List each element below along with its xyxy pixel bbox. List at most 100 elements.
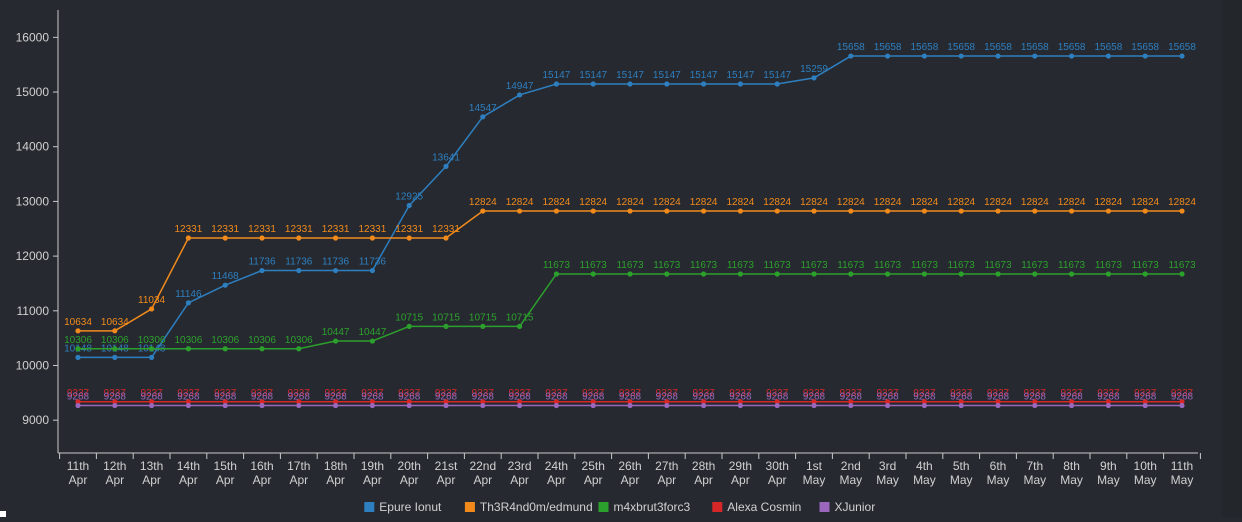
data-label: 9337 — [840, 388, 863, 399]
data-label: 9337 — [803, 388, 826, 399]
data-label: 15658 — [874, 42, 902, 53]
data-label: 15658 — [837, 42, 865, 53]
data-point — [737, 81, 744, 87]
legend-item-xjunior[interactable]: XJunior — [819, 500, 876, 514]
data-label: 9337 — [435, 388, 458, 399]
data-point — [811, 208, 817, 214]
data-point — [369, 402, 375, 409]
data-label: 11673 — [1058, 260, 1086, 271]
data-label: 12824 — [506, 197, 534, 208]
data-point — [259, 267, 265, 274]
data-point — [627, 399, 633, 405]
data-label: 11673 — [984, 260, 1012, 271]
data-point — [149, 346, 155, 352]
data-label: 15658 — [1021, 42, 1049, 53]
data-label: 9337 — [214, 388, 237, 399]
data-point — [406, 399, 412, 405]
data-label: 15147 — [690, 70, 718, 81]
data-label: 12331 — [248, 224, 276, 235]
data-label: 10306 — [285, 335, 313, 346]
data-point — [995, 53, 1001, 59]
data-label: 10447 — [358, 327, 386, 338]
data-point — [737, 271, 744, 277]
data-point — [811, 271, 817, 277]
x-tick-label: 23rd Apr — [508, 459, 532, 487]
data-point — [222, 282, 228, 288]
data-point — [112, 328, 118, 334]
data-label: 9268 — [545, 392, 568, 403]
data-point — [1105, 399, 1111, 405]
data-point — [222, 346, 228, 352]
data-label: 10715 — [432, 312, 460, 323]
data-label: 15658 — [1094, 42, 1122, 53]
data-label: 11673 — [1132, 260, 1160, 271]
data-point — [75, 399, 81, 405]
data-label: 9337 — [987, 388, 1010, 399]
data-point — [1069, 271, 1075, 277]
x-tick-label: 5th May — [950, 459, 973, 487]
data-label: 9268 — [1134, 392, 1157, 403]
data-point — [958, 53, 964, 59]
data-point — [1179, 402, 1185, 409]
data-label: 12331 — [211, 224, 239, 235]
data-label: 10447 — [322, 327, 350, 338]
data-point — [406, 202, 412, 209]
data-label: 9268 — [876, 392, 899, 403]
data-label: 9337 — [67, 388, 90, 399]
data-label: 9268 — [288, 392, 311, 403]
data-label: 12824 — [910, 197, 938, 208]
data-point — [848, 402, 854, 409]
data-point — [737, 399, 744, 405]
data-point — [811, 402, 817, 409]
x-tick-label: 30th Apr — [766, 459, 789, 487]
data-point — [848, 399, 854, 405]
x-tick-label: 20th Apr — [398, 459, 421, 487]
data-point — [995, 402, 1001, 409]
data-point — [1105, 208, 1111, 214]
data-point — [1069, 402, 1075, 409]
data-point — [185, 402, 191, 409]
legend-item-alexa-cosmin[interactable]: Alexa Cosmin — [712, 500, 801, 514]
data-label: 10306 — [211, 335, 239, 346]
data-label: 12824 — [653, 197, 681, 208]
data-point — [296, 235, 302, 241]
data-label: 9268 — [1024, 392, 1047, 403]
data-point — [1142, 53, 1148, 59]
x-tick-label: 14th Apr — [177, 459, 200, 487]
data-label: 9337 — [140, 388, 163, 399]
legend-label: Epure Ionut — [379, 500, 442, 514]
data-point — [664, 271, 670, 277]
data-label: 15658 — [910, 42, 938, 53]
data-point — [149, 402, 155, 409]
legend-item-epure-ionut[interactable]: Epure Ionut — [364, 500, 442, 514]
legend-item-th3r4nd0m-edmund[interactable]: Th3R4nd0m/edmund — [464, 500, 593, 514]
x-tick-label: 6th May — [987, 459, 1010, 487]
x-tick-label: 12th Apr — [103, 459, 126, 487]
data-point — [1032, 53, 1038, 59]
data-point — [222, 399, 228, 405]
data-label: 10715 — [395, 312, 423, 323]
data-label: 15658 — [947, 42, 975, 53]
data-point — [848, 208, 854, 214]
y-tick-label: 16000 — [16, 30, 50, 44]
data-label: 15658 — [1168, 42, 1196, 53]
x-tick-label: 28th Apr — [692, 459, 715, 487]
data-point — [921, 399, 928, 405]
data-label: 9268 — [251, 392, 274, 403]
data-point — [112, 399, 118, 405]
data-point — [259, 402, 265, 409]
data-point — [259, 399, 265, 405]
data-point — [480, 208, 486, 214]
data-label: 9337 — [177, 388, 200, 399]
data-point — [443, 163, 449, 169]
data-label: 9268 — [1171, 392, 1194, 403]
x-tick-label: 15th Apr — [214, 459, 237, 487]
data-point — [333, 338, 339, 344]
legend-item-m4xbrut3forc3[interactable]: m4xbrut3forc3 — [598, 500, 691, 514]
vertical-scrollbar[interactable] — [1222, 0, 1242, 517]
data-label: 9268 — [582, 392, 605, 403]
data-label: 9337 — [1060, 388, 1083, 399]
x-tick-label: 19th Apr — [361, 459, 384, 487]
data-point — [1142, 271, 1148, 277]
data-point — [222, 235, 228, 241]
